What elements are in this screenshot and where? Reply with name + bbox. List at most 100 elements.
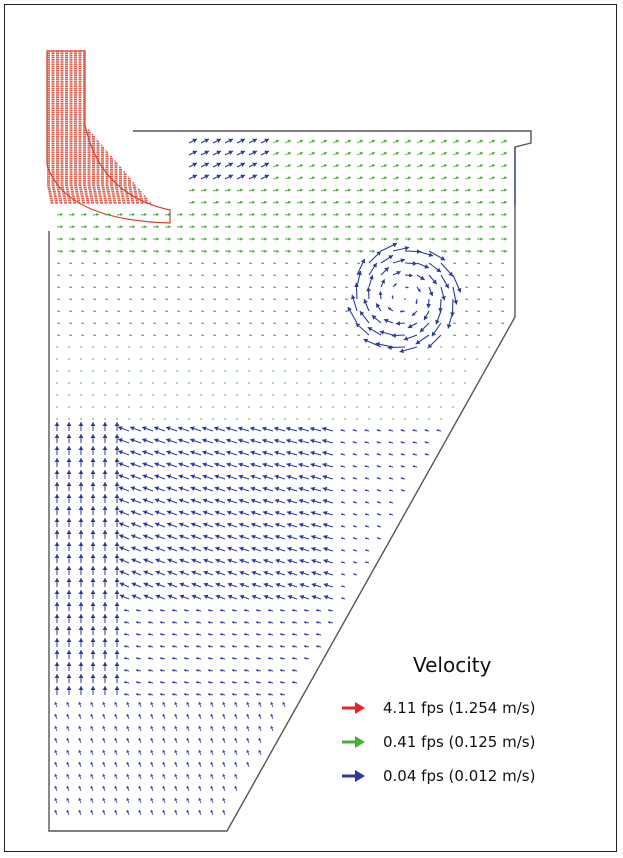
legend-label-high: 4.11 fps (1.254 m/s)	[383, 699, 536, 717]
vector-arrowhead	[490, 334, 492, 337]
vector-arrowhead	[191, 570, 197, 576]
vector-arrowhead	[264, 212, 267, 217]
vector-arrowhead	[58, 262, 60, 265]
vector-arrowhead	[250, 334, 252, 337]
vector-arrowhead	[238, 322, 240, 325]
vector-arrowhead	[214, 334, 216, 337]
vector-arrowhead	[310, 462, 315, 468]
vector-arrowhead	[179, 534, 184, 539]
vector-arrowhead	[167, 558, 172, 563]
vector-arrowhead	[503, 139, 507, 144]
vector-arrowhead	[311, 139, 315, 144]
vector-arrowhead	[202, 474, 208, 480]
vector-arrowhead	[78, 434, 84, 438]
vector-arrowhead	[310, 286, 312, 289]
vector-arrowhead	[178, 310, 180, 313]
green-arrow-icon	[342, 736, 365, 748]
vector-arrowhead	[54, 726, 58, 729]
vector-arrowhead	[323, 522, 328, 528]
vector-arrowhead	[360, 212, 363, 217]
vector-arrowhead	[138, 810, 142, 813]
vector-arrowhead	[395, 188, 399, 192]
vector-dot	[104, 418, 106, 420]
vector-dot	[332, 418, 334, 420]
vector-arrowhead	[300, 249, 303, 253]
vector-arrowhead	[404, 246, 410, 251]
vector-arrowhead	[238, 262, 240, 265]
vector-arrowhead	[244, 621, 247, 624]
vector-arrowhead	[375, 341, 380, 347]
vector-arrowhead	[90, 578, 96, 582]
vector-arrowhead	[106, 322, 108, 325]
vector-arrowhead	[347, 176, 351, 180]
vector-dot	[320, 346, 322, 348]
vector-arrowhead	[196, 669, 199, 672]
vector-arrowhead	[490, 274, 492, 277]
vector-arrowhead	[455, 152, 459, 156]
vector-arrowhead	[222, 738, 226, 741]
vector-arrowhead	[316, 645, 319, 648]
vector-arrowhead	[226, 486, 232, 492]
vector-arrowhead	[328, 621, 331, 624]
vector-arrowhead	[311, 546, 316, 552]
vector-arrowhead	[90, 422, 96, 426]
vector-arrowhead	[208, 669, 211, 672]
vector-arrowhead	[130, 462, 136, 467]
vector-arrowhead	[455, 164, 459, 168]
vector-dot	[188, 394, 190, 396]
vector-dot	[284, 406, 286, 408]
vector-arrowhead	[203, 546, 208, 552]
vector-arrowhead	[216, 150, 221, 155]
vector-arrowhead	[299, 582, 305, 588]
vector-arrowhead	[336, 237, 339, 241]
vector-arrowhead	[215, 188, 219, 192]
vector-arrowhead	[274, 438, 279, 444]
vector-arrowhead	[119, 594, 125, 599]
vector-arrowhead	[118, 310, 120, 313]
vector-dot	[440, 370, 442, 372]
vector-arrowhead	[155, 582, 161, 587]
vector-arrowhead	[204, 150, 209, 155]
vector-arrowhead	[203, 188, 207, 192]
vector-arrowhead	[90, 638, 96, 642]
vector-arrowhead	[166, 334, 168, 337]
vector-arrowhead	[227, 582, 233, 588]
vector-arrowhead	[274, 474, 280, 480]
vector-arrowhead	[126, 726, 130, 729]
vector-dot	[428, 394, 430, 396]
vector-arrowhead	[354, 282, 359, 288]
vector-arrowhead	[130, 498, 136, 503]
vector-arrowhead	[226, 450, 231, 456]
vector-arrowhead	[455, 176, 459, 180]
vector-arrowhead	[102, 786, 106, 789]
vector-arrowhead	[246, 762, 250, 765]
vector-arrowhead	[400, 441, 403, 444]
vector-arrowhead	[480, 237, 483, 241]
vector-arrowhead	[114, 750, 118, 753]
vector-dot	[344, 346, 346, 348]
vector-arrowhead	[431, 176, 435, 180]
vector-arrowhead	[334, 286, 336, 289]
vector-arrowhead	[178, 498, 184, 503]
vector-arrowhead	[102, 750, 106, 753]
vector-arrowhead	[106, 262, 108, 265]
vector-dot	[92, 346, 94, 348]
vector-dot	[368, 382, 370, 384]
vector-arrowhead	[196, 621, 199, 624]
vector-arrowhead	[119, 522, 124, 527]
vector-arrowhead	[198, 702, 202, 705]
vector-arrowhead	[102, 714, 106, 717]
vector-arrowhead	[154, 262, 156, 265]
vector-arrowhead	[66, 542, 72, 546]
vector-arrowhead	[341, 525, 344, 528]
vector-arrowhead	[358, 334, 360, 337]
vector-arrowhead	[311, 594, 317, 600]
vector-dot	[80, 394, 82, 396]
vector-dot	[380, 370, 382, 372]
vector-arrowhead	[372, 237, 375, 241]
vector-arrowhead	[66, 714, 70, 717]
vector-arrowhead	[66, 662, 72, 666]
vector-dot	[116, 382, 118, 384]
vector-arrowhead	[348, 212, 351, 217]
vector-arrowhead	[90, 714, 94, 717]
